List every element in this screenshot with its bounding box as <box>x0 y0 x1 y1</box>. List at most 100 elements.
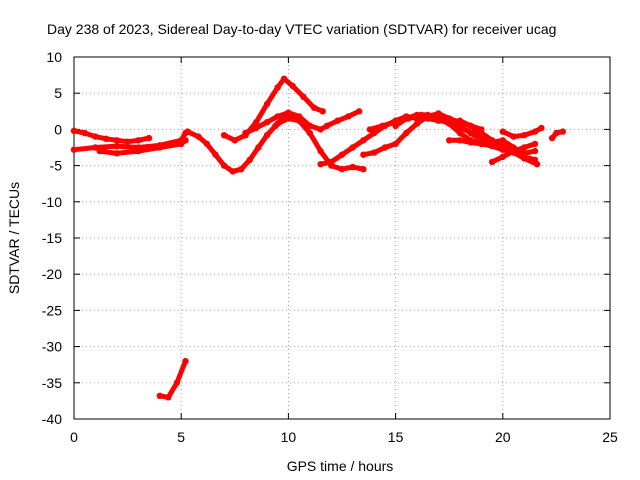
data-point <box>456 117 464 124</box>
data-point <box>92 133 99 140</box>
data-point <box>381 144 389 151</box>
data-point <box>165 394 172 401</box>
series-arc-o <box>499 124 545 140</box>
data-point <box>478 129 485 137</box>
data-point <box>317 147 324 155</box>
data-point <box>173 379 181 386</box>
data-point <box>96 147 103 155</box>
data-point <box>521 150 528 157</box>
series-arc-g <box>274 115 367 173</box>
data-point <box>392 122 399 129</box>
y-tick-label: -35 <box>42 375 62 391</box>
data-point <box>280 75 288 82</box>
data-point <box>113 137 121 144</box>
y-tick-label: -5 <box>50 158 63 174</box>
data-point <box>212 151 219 158</box>
y-axis-label: SDTVAR / TECUs <box>6 182 22 294</box>
series-arc-q <box>156 357 189 401</box>
y-tick-label: -25 <box>42 302 62 318</box>
series-arc-n <box>488 140 539 166</box>
data-point <box>403 115 410 122</box>
data-series <box>70 75 566 401</box>
data-point <box>310 104 318 111</box>
data-point <box>156 144 163 151</box>
data-point <box>538 124 545 132</box>
x-tick-label: 0 <box>70 429 78 445</box>
data-point <box>285 109 292 116</box>
data-point <box>184 128 191 135</box>
data-point <box>70 127 78 134</box>
data-point <box>531 147 539 155</box>
data-point <box>392 140 399 148</box>
data-point <box>356 108 363 115</box>
data-point <box>334 117 341 124</box>
y-tick-label: -30 <box>42 339 62 355</box>
data-point <box>113 142 121 150</box>
data-point <box>295 117 303 124</box>
data-point <box>371 149 378 156</box>
data-point <box>253 124 260 132</box>
data-point <box>559 128 566 135</box>
data-point <box>195 133 202 140</box>
data-point <box>263 119 271 126</box>
data-point <box>203 140 211 148</box>
series-line <box>157 358 188 400</box>
data-point <box>521 144 528 151</box>
data-point <box>360 151 367 158</box>
data-point <box>229 168 236 175</box>
data-point <box>253 119 260 126</box>
data-point <box>124 138 131 145</box>
data-point <box>499 128 506 135</box>
data-point <box>81 129 88 137</box>
data-point <box>456 137 464 144</box>
series-arc-a <box>70 127 153 145</box>
data-point <box>478 140 485 148</box>
series-arc-c <box>96 137 189 157</box>
data-point <box>338 151 346 158</box>
data-point <box>379 122 386 129</box>
data-point <box>446 137 453 144</box>
data-point <box>274 120 281 127</box>
data-point <box>145 134 153 142</box>
data-point <box>328 158 335 166</box>
x-tick-label: 5 <box>177 429 185 445</box>
data-point <box>349 144 356 151</box>
data-point <box>366 126 374 133</box>
data-point <box>317 161 324 168</box>
data-point <box>135 147 142 155</box>
data-point <box>289 82 296 90</box>
data-point <box>424 111 431 119</box>
x-tick-label: 10 <box>281 429 297 445</box>
data-point <box>238 166 245 173</box>
y-tick-label: -10 <box>42 194 62 210</box>
x-tick-label: 20 <box>495 429 511 445</box>
chart-title: Day 238 of 2023, Sidereal Day-to-day VTE… <box>47 21 556 37</box>
data-point <box>456 129 464 137</box>
series-arc-m <box>456 117 539 157</box>
y-tick-label: -15 <box>42 230 62 246</box>
data-point <box>548 134 556 142</box>
y-tick-label: -40 <box>42 411 62 427</box>
data-point <box>499 144 506 151</box>
series-arc-e <box>220 75 326 144</box>
data-point <box>499 137 506 144</box>
x-tick-label: 15 <box>388 429 404 445</box>
data-point <box>113 150 121 157</box>
data-point <box>103 135 110 142</box>
data-point <box>360 137 367 144</box>
data-point <box>220 162 228 169</box>
data-point <box>360 166 367 173</box>
data-point <box>231 137 238 144</box>
x-axis-label: GPS time / hours <box>287 458 394 474</box>
data-point <box>135 137 142 144</box>
data-point <box>510 133 517 140</box>
data-point <box>306 129 313 137</box>
y-tick-label: -20 <box>42 266 62 282</box>
data-point <box>317 126 324 133</box>
data-point <box>435 115 442 122</box>
data-point <box>435 110 442 117</box>
data-point <box>70 146 78 153</box>
data-point <box>263 132 271 139</box>
data-point <box>182 357 189 365</box>
data-point <box>488 142 496 150</box>
